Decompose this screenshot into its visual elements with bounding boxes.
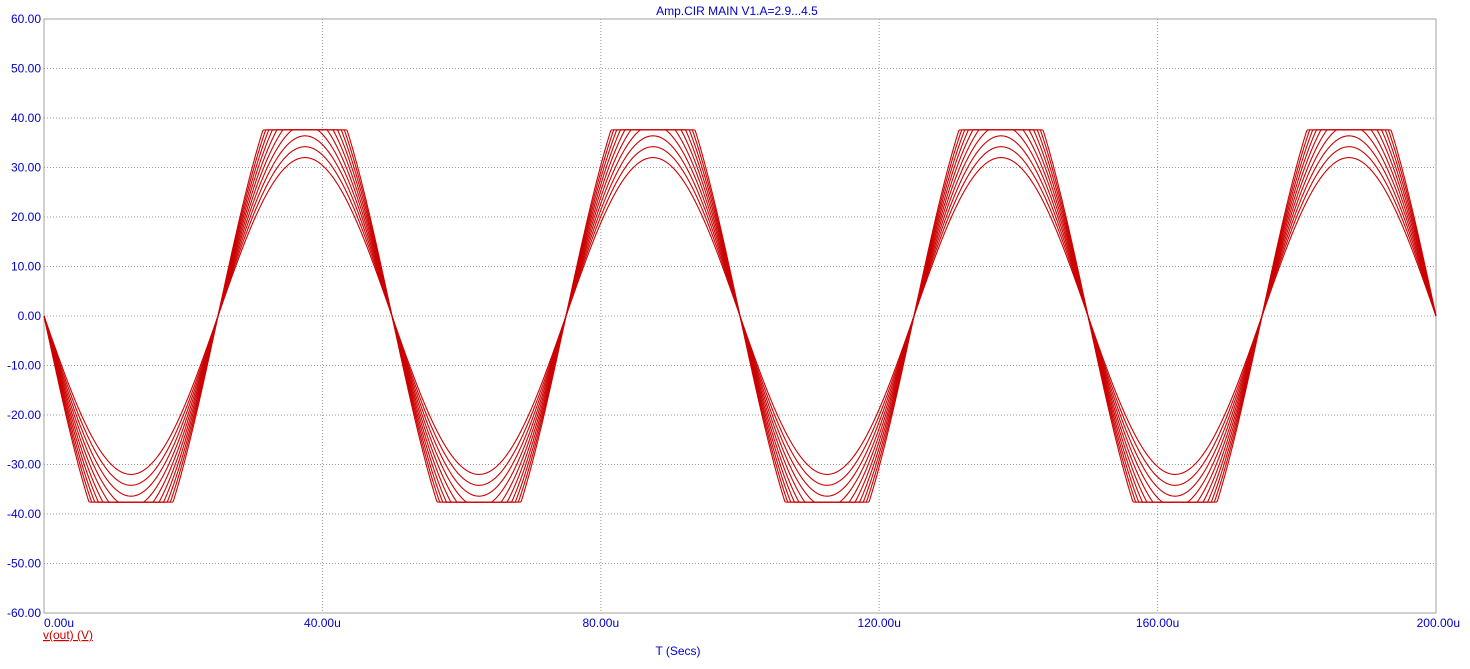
- x-tick-label: 0.00u: [44, 616, 74, 630]
- y-tick-label: 10.00: [11, 260, 41, 274]
- x-tick-label: 40.00u: [304, 616, 341, 630]
- x-axis-ticks: 0.00u 40.00u 80.00u 120.00u 160.00u 200.00u: [44, 616, 1460, 630]
- x-axis-label: T (Secs): [655, 644, 700, 658]
- y-tick-label: 50.00: [11, 62, 41, 76]
- chart-title: Amp.CIR MAIN V1.A=2.9...4.5: [656, 4, 818, 18]
- y-tick-label: -40.00: [7, 507, 41, 521]
- y-tick-label: -50.00: [7, 557, 41, 571]
- y-tick-label: -20.00: [7, 408, 41, 422]
- y-tick-label: -30.00: [7, 458, 41, 472]
- traces: [43, 129, 1437, 503]
- y-axis-ticks: 60.00 50.00 40.00 30.00 20.00 10.00 0.00 -10.00…: [7, 12, 41, 620]
- y-tick-label: 0.00: [18, 309, 42, 323]
- y-tick-label: 40.00: [11, 111, 41, 125]
- y-tick-label: 60.00: [11, 12, 41, 26]
- trace-line: [43, 129, 1437, 503]
- y-axis-label: v(out) (V): [43, 628, 93, 642]
- y-tick-label: -60.00: [7, 606, 41, 620]
- x-tick-label: 200.00u: [1417, 616, 1460, 630]
- x-tick-label: 80.00u: [582, 616, 619, 630]
- x-tick-label: 160.00u: [1136, 616, 1179, 630]
- x-tick-label: 120.00u: [858, 616, 901, 630]
- y-tick-label: 20.00: [11, 210, 41, 224]
- y-tick-label: 30.00: [11, 161, 41, 175]
- y-tick-label: -10.00: [7, 359, 41, 373]
